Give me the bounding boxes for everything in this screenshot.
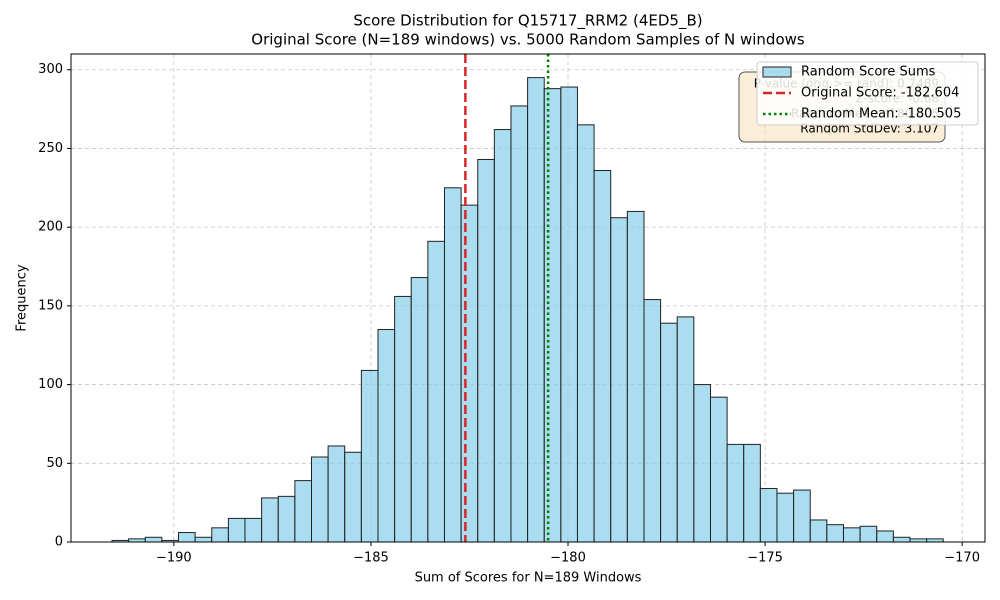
bar <box>410 277 429 543</box>
bar <box>560 86 578 543</box>
legend-label: Original Score: -182.604 <box>801 86 959 101</box>
y-tick-label: 200 <box>38 220 63 235</box>
bar <box>311 456 329 543</box>
bar <box>427 240 445 543</box>
bar <box>576 124 595 543</box>
legend-label: Random Score Sums <box>801 65 936 80</box>
bar <box>327 445 346 543</box>
bar <box>261 497 279 543</box>
legend-label: Random Mean: -180.505 <box>801 107 961 122</box>
x-tick-label: −180 <box>550 551 586 566</box>
bar <box>892 536 911 543</box>
y-tick-label: 250 <box>38 141 63 156</box>
bar <box>510 105 529 543</box>
bar <box>543 88 562 543</box>
y-tick-label: 50 <box>46 456 63 471</box>
bar <box>593 169 612 543</box>
chart-subtitle: Original Score (N=189 windows) vs. 5000 … <box>251 31 805 49</box>
bar <box>643 299 662 543</box>
bar <box>610 217 628 543</box>
bar <box>394 295 412 543</box>
bar <box>443 187 462 543</box>
bar <box>709 396 728 543</box>
plot-frame <box>70 53 986 543</box>
bar <box>842 527 861 543</box>
x-tick-label: −170 <box>944 551 980 566</box>
bar <box>876 530 894 543</box>
bar <box>377 328 396 543</box>
bar <box>360 369 379 543</box>
x-tick-label: −185 <box>353 551 389 566</box>
x-tick-label: −190 <box>156 551 192 566</box>
bar <box>793 489 811 543</box>
bar <box>227 517 246 543</box>
bar <box>726 443 745 543</box>
bar <box>277 495 296 543</box>
bar <box>776 492 795 543</box>
legend-box <box>756 61 979 126</box>
bar <box>809 519 828 543</box>
y-tick-label: 300 <box>38 62 63 77</box>
bar <box>493 129 512 543</box>
bar <box>859 525 878 543</box>
bar <box>294 480 313 543</box>
y-tick-label: 100 <box>38 377 63 392</box>
bar <box>460 204 479 543</box>
bar <box>244 517 263 543</box>
bar <box>527 77 545 543</box>
bar <box>626 210 645 543</box>
bar <box>826 524 844 543</box>
y-axis-label: Frequency <box>15 264 30 331</box>
bar <box>177 532 196 543</box>
bar <box>477 158 495 543</box>
bar <box>759 487 778 543</box>
chart-title: Score Distribution for Q15717_RRM2 (4ED5… <box>353 12 702 31</box>
legend-swatch <box>762 66 792 78</box>
bar <box>344 451 362 543</box>
x-tick-label: −175 <box>747 551 783 566</box>
y-tick-label: 0 <box>55 535 63 550</box>
x-axis-label: Sum of Scores for N=189 Windows <box>415 571 642 586</box>
bar <box>743 443 761 543</box>
bar <box>676 316 695 543</box>
bar <box>660 322 678 543</box>
bar <box>693 384 711 543</box>
bar <box>211 527 229 543</box>
bar <box>144 536 163 543</box>
bar <box>194 536 213 543</box>
y-tick-label: 150 <box>38 298 63 313</box>
